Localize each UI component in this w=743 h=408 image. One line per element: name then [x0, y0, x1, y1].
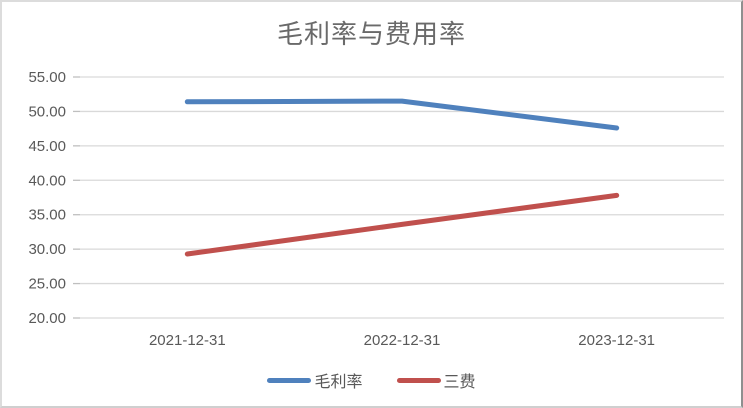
- y-tick-label: 30.00: [28, 241, 66, 258]
- legend-label-expenses: 三费: [443, 372, 476, 391]
- legend: 毛利率 三费: [2, 368, 741, 392]
- legend-item-gross-margin: 毛利率: [267, 368, 363, 392]
- legend-item-expenses: 三费: [396, 368, 476, 392]
- y-tick-label: 35.00: [28, 207, 66, 224]
- x-tick-label: 2022-12-31: [364, 332, 441, 349]
- x-tick-label: 2023-12-31: [578, 332, 655, 349]
- series-line-0: [184, 98, 620, 131]
- y-tick-label: 45.00: [28, 138, 66, 155]
- series-line-1: [184, 192, 620, 257]
- y-tick-label: 40.00: [28, 172, 66, 189]
- y-tick-label: 20.00: [28, 310, 66, 327]
- x-tick-label: 2021-12-31: [149, 332, 226, 349]
- legend-label-gross-margin: 毛利率: [314, 372, 363, 391]
- y-tick-label: 25.00: [28, 276, 66, 293]
- gross-margin-line-swatch: [267, 377, 312, 383]
- chart-title: 毛利率与费用率: [276, 20, 466, 50]
- y-tick-label: 50.00: [28, 103, 66, 120]
- y-tick-label: 55.00: [28, 69, 66, 86]
- plot-canvas: 20.00 25.00 30.00 35.00 40.00 45.00 50.00 55.00…: [28, 69, 724, 349]
- expenses-line-swatch: [396, 377, 441, 383]
